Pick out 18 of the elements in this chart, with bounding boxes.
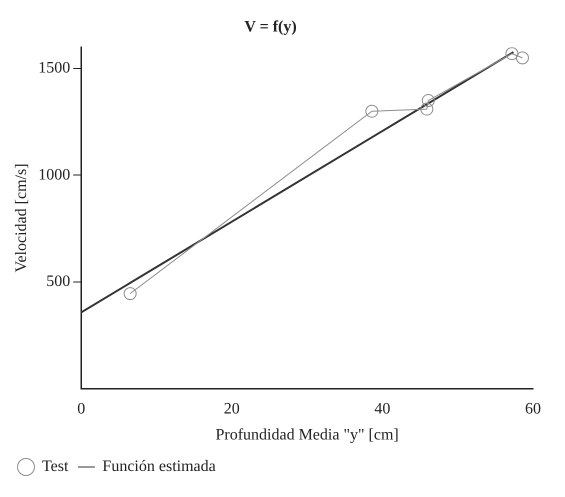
point — [365, 104, 378, 118]
legend-label: Función estimada — [102, 458, 216, 476]
x-tick-label: 0 — [77, 400, 86, 418]
point — [422, 94, 435, 108]
x-tick-label: 60 — [525, 400, 541, 418]
x-tick-label: 20 — [224, 400, 240, 418]
y-tick-label: 1000 — [38, 166, 70, 184]
point — [505, 47, 518, 60]
point — [516, 51, 529, 64]
chart-title: V = f(y) — [244, 18, 297, 36]
y-axis-title: Velocidad [cm/s] — [12, 163, 30, 272]
y-tick-label: 500 — [46, 273, 70, 290]
y-tick-label: 1500 — [38, 60, 70, 77]
x-tick-label: 40 — [374, 400, 390, 418]
point — [420, 102, 434, 116]
x-axis-title: Profundidad Media "y" [cm] — [215, 426, 399, 444]
legend-label: Test — [42, 458, 69, 476]
point — [124, 287, 137, 300]
